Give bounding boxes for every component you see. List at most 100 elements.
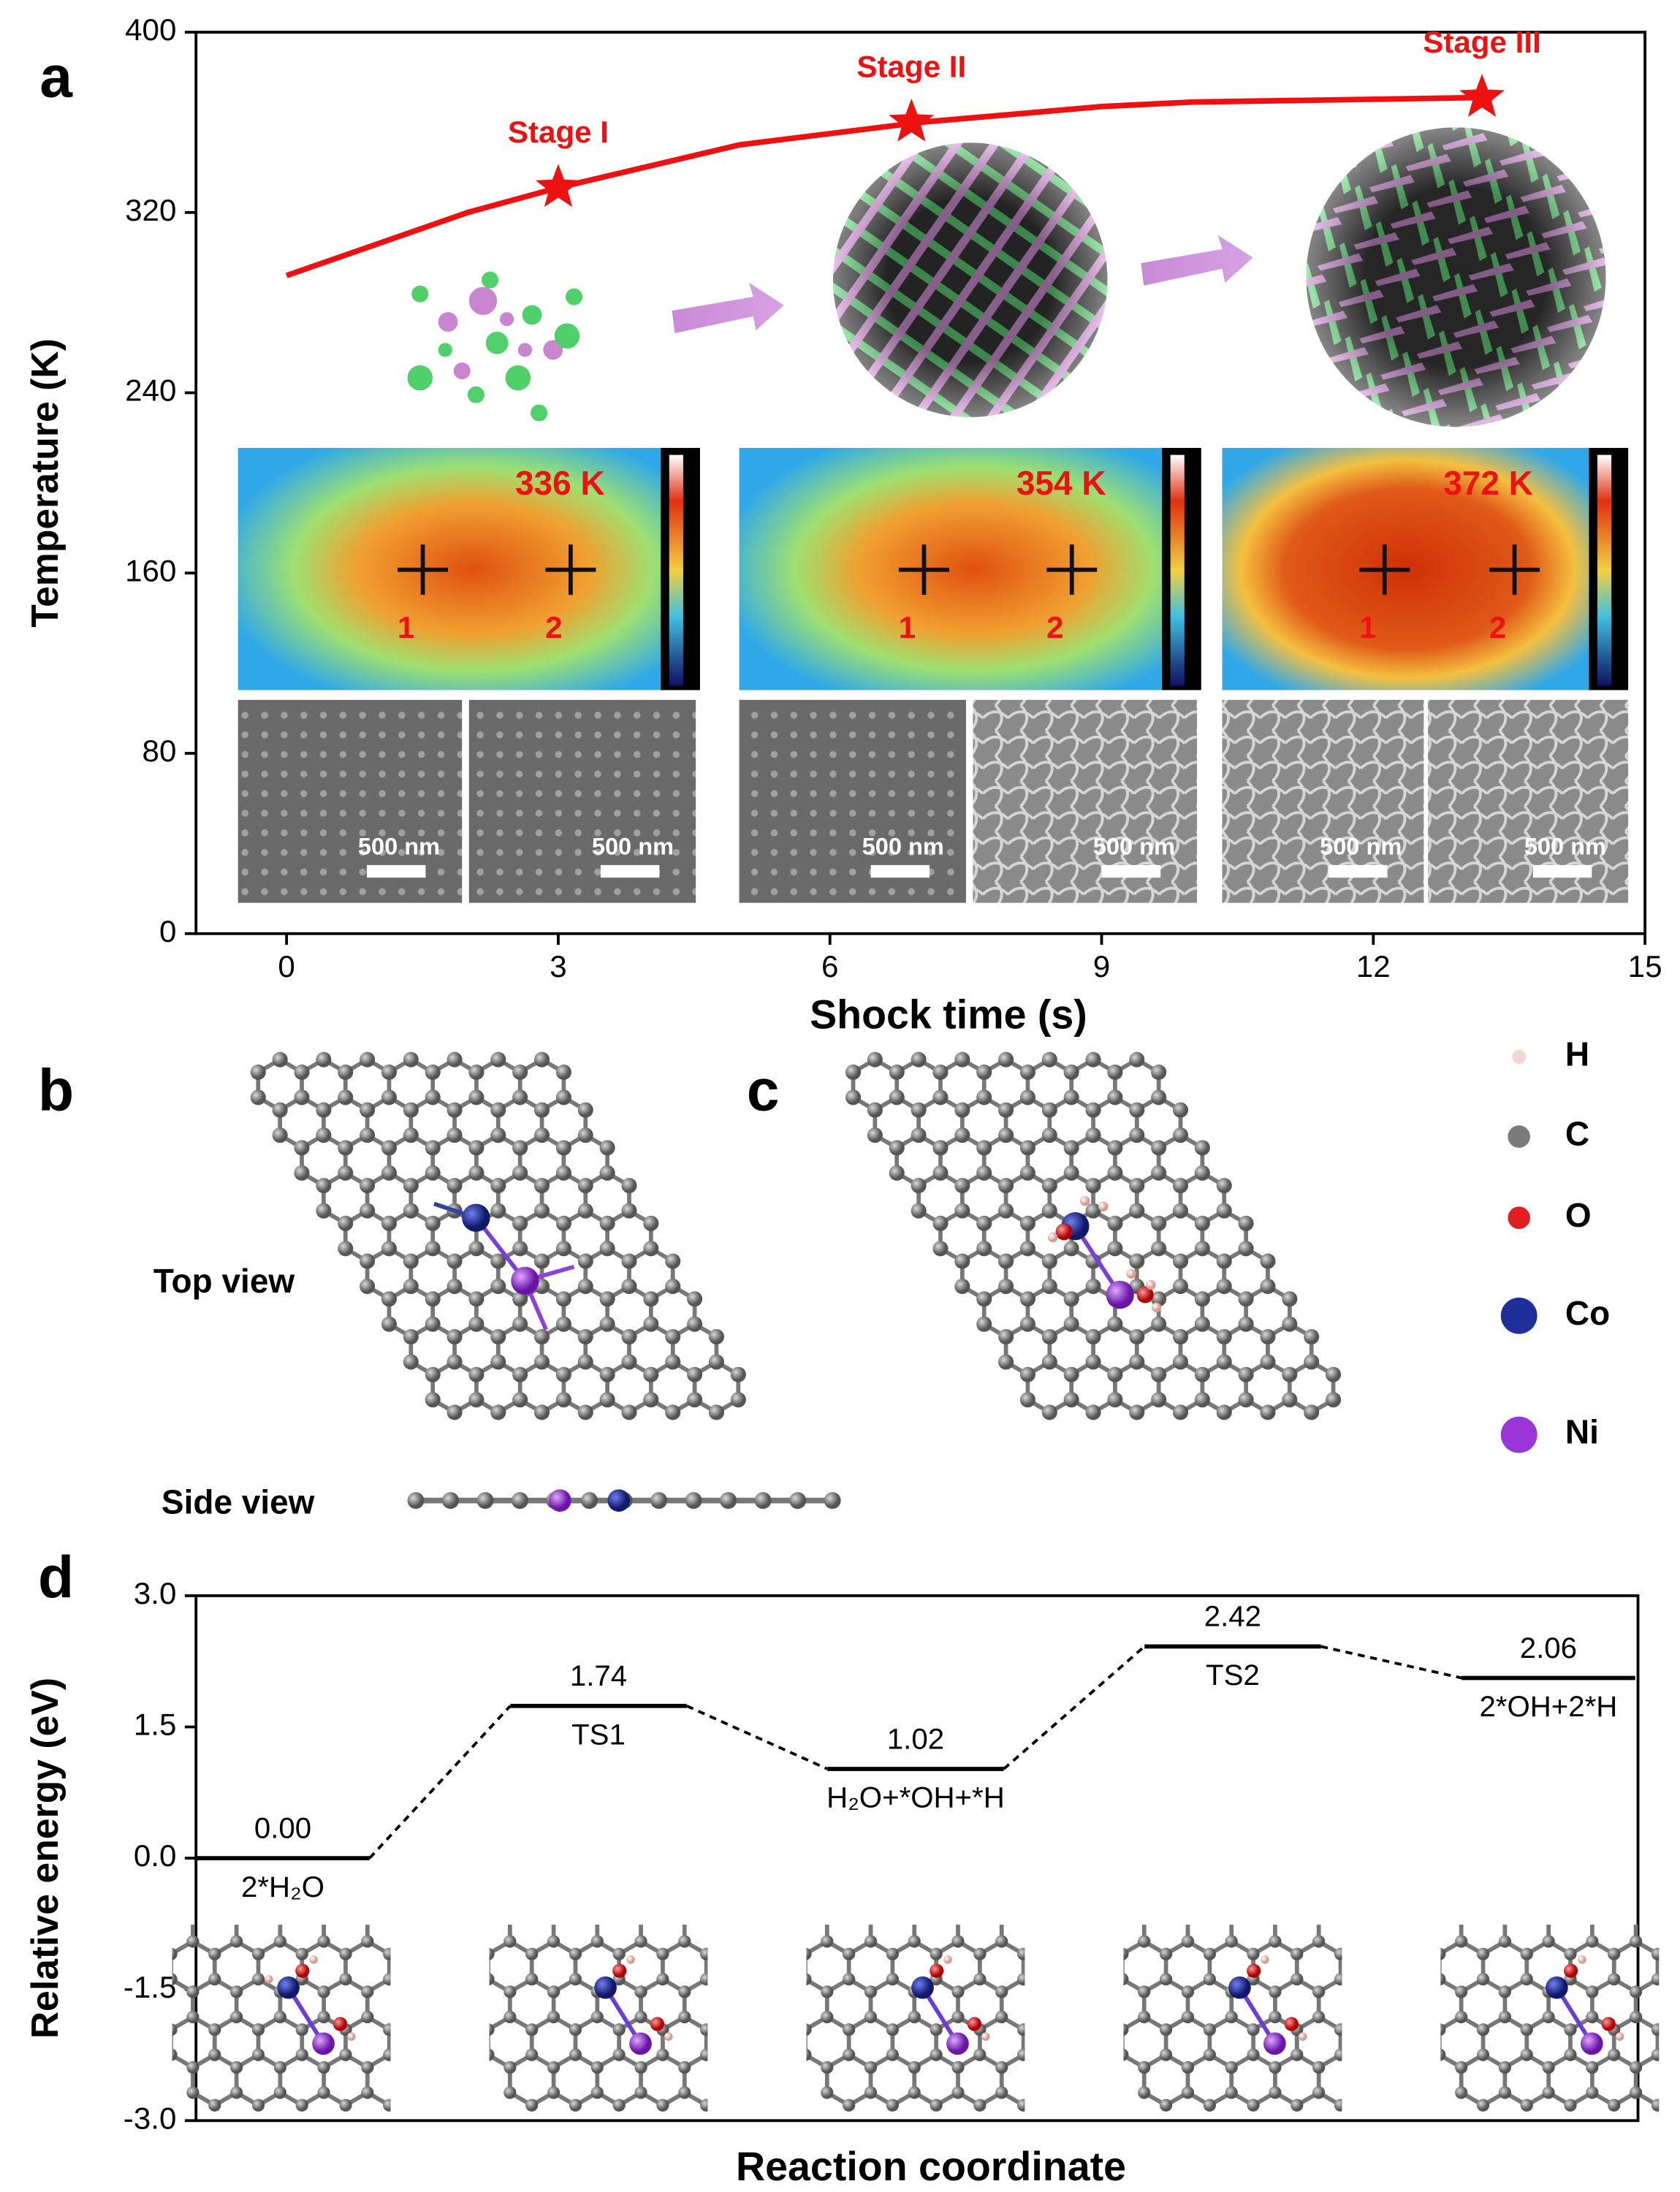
atom [503,1985,517,1998]
atom [446,1328,463,1345]
atom [930,1963,944,1978]
atom [932,1241,949,1257]
sem-image [1222,699,1424,903]
atom [1019,1241,1035,1257]
bond [1339,1977,1342,1983]
atom [954,1127,970,1143]
atom [998,1102,1014,1118]
atom [1138,1910,1150,1922]
atom [316,1203,332,1219]
atom [867,1102,883,1118]
bond [805,1903,827,1916]
atom [799,1898,811,1910]
atom [1282,1291,1298,1307]
atom [1107,1064,1123,1080]
atom [612,2023,626,2036]
atom [1521,1898,1533,1910]
atom [998,1253,1014,1269]
atom [569,1973,582,1986]
atom [317,1985,330,1998]
scale-label: 500 nm [862,834,944,860]
bond [1548,1903,1570,1916]
atom [534,1328,550,1345]
atom [756,1973,768,1985]
bond [532,1903,554,1916]
atom [1151,1215,1167,1231]
atom [339,2048,352,2061]
atom [1608,1898,1620,1910]
bond [1067,2055,1089,2067]
atom [1085,1328,1101,1345]
atom [967,2017,981,2031]
atom [1019,1316,1035,1332]
atom [438,1898,451,1910]
atom [1580,2032,1603,2055]
atom [503,1910,516,1922]
bond [1339,2026,1342,2032]
atom [318,1910,330,1922]
atom [1564,1947,1577,1960]
bond [466,1941,488,1954]
bond [729,2055,750,2067]
atom [930,1947,943,1960]
atom [295,1963,310,1978]
atom [460,2011,473,2023]
atom [665,1328,681,1345]
atom [577,1127,593,1143]
bond [444,1941,466,1954]
bond [1057,1941,1079,1954]
atom [1334,2098,1342,2112]
atom [1269,1910,1281,1922]
atom [777,1910,789,1922]
atom [886,1973,900,1986]
atom [734,1935,746,1947]
atom [577,1328,593,1345]
bond [259,1903,281,1916]
particle [531,404,548,422]
atom [360,1127,376,1143]
atom [643,1316,659,1332]
atom [383,2023,391,2036]
atom [1129,1328,1145,1345]
atom [930,1898,943,1910]
atom [1019,1291,1035,1307]
atom [1172,1279,1189,1295]
bond [1079,1941,1101,1954]
atom [1085,1354,1101,1370]
atom [332,2017,348,2031]
atom [1016,2048,1025,2061]
bond [346,1903,368,1916]
bond [444,1979,466,1992]
atom [700,2048,708,2061]
atom [1151,1366,1167,1382]
atom [503,2010,517,2024]
atom [889,1165,905,1181]
bond [729,2093,750,2105]
atom [1129,1102,1145,1118]
atom [656,1898,669,1910]
atom [549,1489,571,1512]
atom [1094,2011,1106,2023]
atom [1291,2048,1304,2061]
atom [1368,1935,1380,1947]
connector [685,1705,829,1770]
atom [911,1178,927,1194]
atom [1651,1973,1660,1986]
atom [468,1089,484,1105]
atom [777,2011,789,2023]
atom [730,1392,746,1408]
atom [577,1102,593,1118]
atom [172,1947,178,1960]
atom [1194,1366,1210,1382]
atom [930,2048,943,2061]
atom [490,1102,506,1118]
atom [1216,1203,1232,1219]
atom [547,2060,560,2074]
atom [581,1492,598,1510]
bond [444,1903,466,1916]
atom [1129,1178,1145,1194]
atom [317,2010,330,2024]
atom [1203,1947,1216,1960]
atom [1238,1215,1254,1231]
atom [1455,2060,1468,2074]
